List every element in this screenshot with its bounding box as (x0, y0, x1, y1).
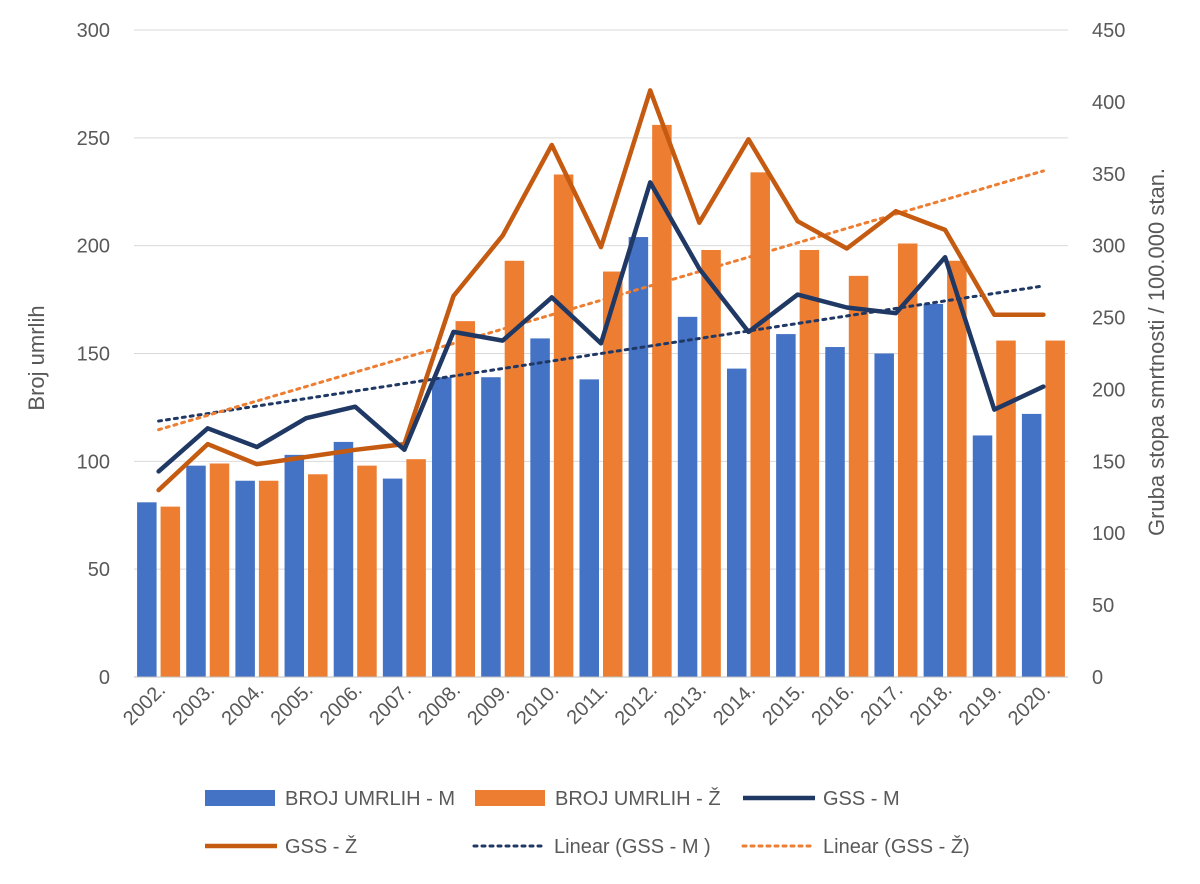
bar (947, 260, 967, 677)
bar (406, 459, 426, 677)
bar (848, 275, 869, 677)
legend-label: GSS - M (823, 788, 900, 810)
bar (972, 435, 993, 677)
right-tick-label: 50 (1092, 595, 1114, 617)
bar (628, 237, 649, 678)
bar (776, 334, 796, 677)
left-tick-label: 150 (77, 344, 110, 366)
bar (897, 243, 918, 677)
bar (530, 338, 550, 677)
bar (357, 465, 377, 677)
bar (186, 465, 206, 677)
bar (160, 506, 181, 677)
trendline (157, 284, 1045, 423)
trendline (157, 169, 1045, 432)
bar (1021, 413, 1042, 677)
bar (284, 454, 305, 677)
legend-label: BROJ UMRLIH - M (285, 788, 455, 810)
bar (603, 271, 623, 677)
left-tick-label: 100 (77, 451, 110, 473)
right-tick-label: 200 (1092, 379, 1125, 401)
x-tick-label: 2018. (906, 679, 957, 730)
bar (996, 340, 1016, 677)
series-line (156, 88, 1046, 493)
bar (701, 249, 721, 678)
x-tick-label: 2009. (463, 679, 514, 730)
x-tick-label: 2015. (758, 679, 809, 730)
bar (652, 124, 672, 678)
left-tick-label: 0 (99, 667, 110, 689)
bar (799, 249, 820, 678)
right-axis-title: Gruba stopa smrtnosti / 100.000 stan. (1144, 168, 1169, 536)
legend: BROJ UMRLIH - M BROJ UMRLIH - Ž GSS - M GSS… (205, 787, 970, 858)
x-tick-label: 2019. (955, 679, 1006, 730)
legend-label: Linear (GSS - M ) (554, 836, 711, 858)
lines (156, 88, 1046, 493)
left-axis-title: Broj umrlih (24, 305, 49, 410)
legend-label: BROJ UMRLIH - Ž (555, 787, 721, 810)
left-tick-label: 50 (88, 559, 110, 581)
legend-swatch (475, 790, 545, 806)
bar (874, 353, 894, 677)
right-tick-label: 450 (1092, 20, 1125, 42)
bar (308, 474, 328, 677)
bar (1045, 340, 1065, 677)
bar (504, 260, 525, 677)
trendlines (157, 169, 1045, 432)
right-tick-label: 400 (1092, 92, 1125, 114)
bar (333, 441, 354, 677)
bar (750, 172, 770, 677)
right-tick-label: 100 (1092, 523, 1125, 545)
x-tick-label: 2016. (807, 679, 858, 730)
left-tick-label: 300 (77, 20, 110, 42)
left-tick-label: 250 (77, 128, 110, 150)
axes: 0 50 100 150 200 250 300 0 50 100 150 200 250 300 350 4… (77, 20, 1126, 730)
x-tick-label: 2010. (512, 679, 563, 730)
bar (209, 463, 230, 677)
x-tick-label: 2005. (267, 679, 318, 730)
bar (579, 379, 599, 677)
x-tick-label: 2017. (857, 679, 908, 730)
bar (137, 502, 157, 677)
right-tick-label: 150 (1092, 451, 1125, 473)
legend-label: Linear (GSS - Ž) (823, 835, 970, 858)
bar (235, 480, 255, 677)
right-tick-label: 300 (1092, 236, 1125, 258)
bar (677, 316, 698, 677)
bar (258, 480, 279, 677)
right-tick-label: 250 (1092, 308, 1125, 330)
right-tick-label: 350 (1092, 164, 1125, 186)
bar (923, 303, 944, 677)
x-tick-label: 2007. (365, 679, 416, 730)
bar (553, 174, 574, 677)
x-tick-label: 2003. (168, 679, 219, 730)
bar (455, 321, 476, 677)
x-tick-label: 2006. (316, 679, 367, 730)
x-tick-label: 2013. (660, 679, 711, 730)
x-tick-label: 2008. (414, 679, 465, 730)
legend-swatch (205, 790, 275, 806)
series-line (156, 180, 1046, 474)
right-tick-label: 0 (1092, 667, 1103, 689)
left-tick-label: 200 (77, 236, 110, 258)
x-tick-label: 2020. (1004, 679, 1055, 730)
bar (432, 377, 452, 677)
bar (382, 478, 403, 677)
x-tick-label: 2004. (217, 679, 268, 730)
x-tick-label: 2002. (119, 679, 170, 730)
bar (481, 377, 501, 677)
x-tick-label: 2012. (611, 679, 662, 730)
bars (137, 124, 1065, 678)
x-tick-label: 2014. (709, 679, 760, 730)
bar (726, 368, 747, 677)
x-tick-label: 2011. (563, 679, 613, 729)
legend-label: GSS - Ž (285, 835, 357, 858)
bar (825, 347, 845, 677)
